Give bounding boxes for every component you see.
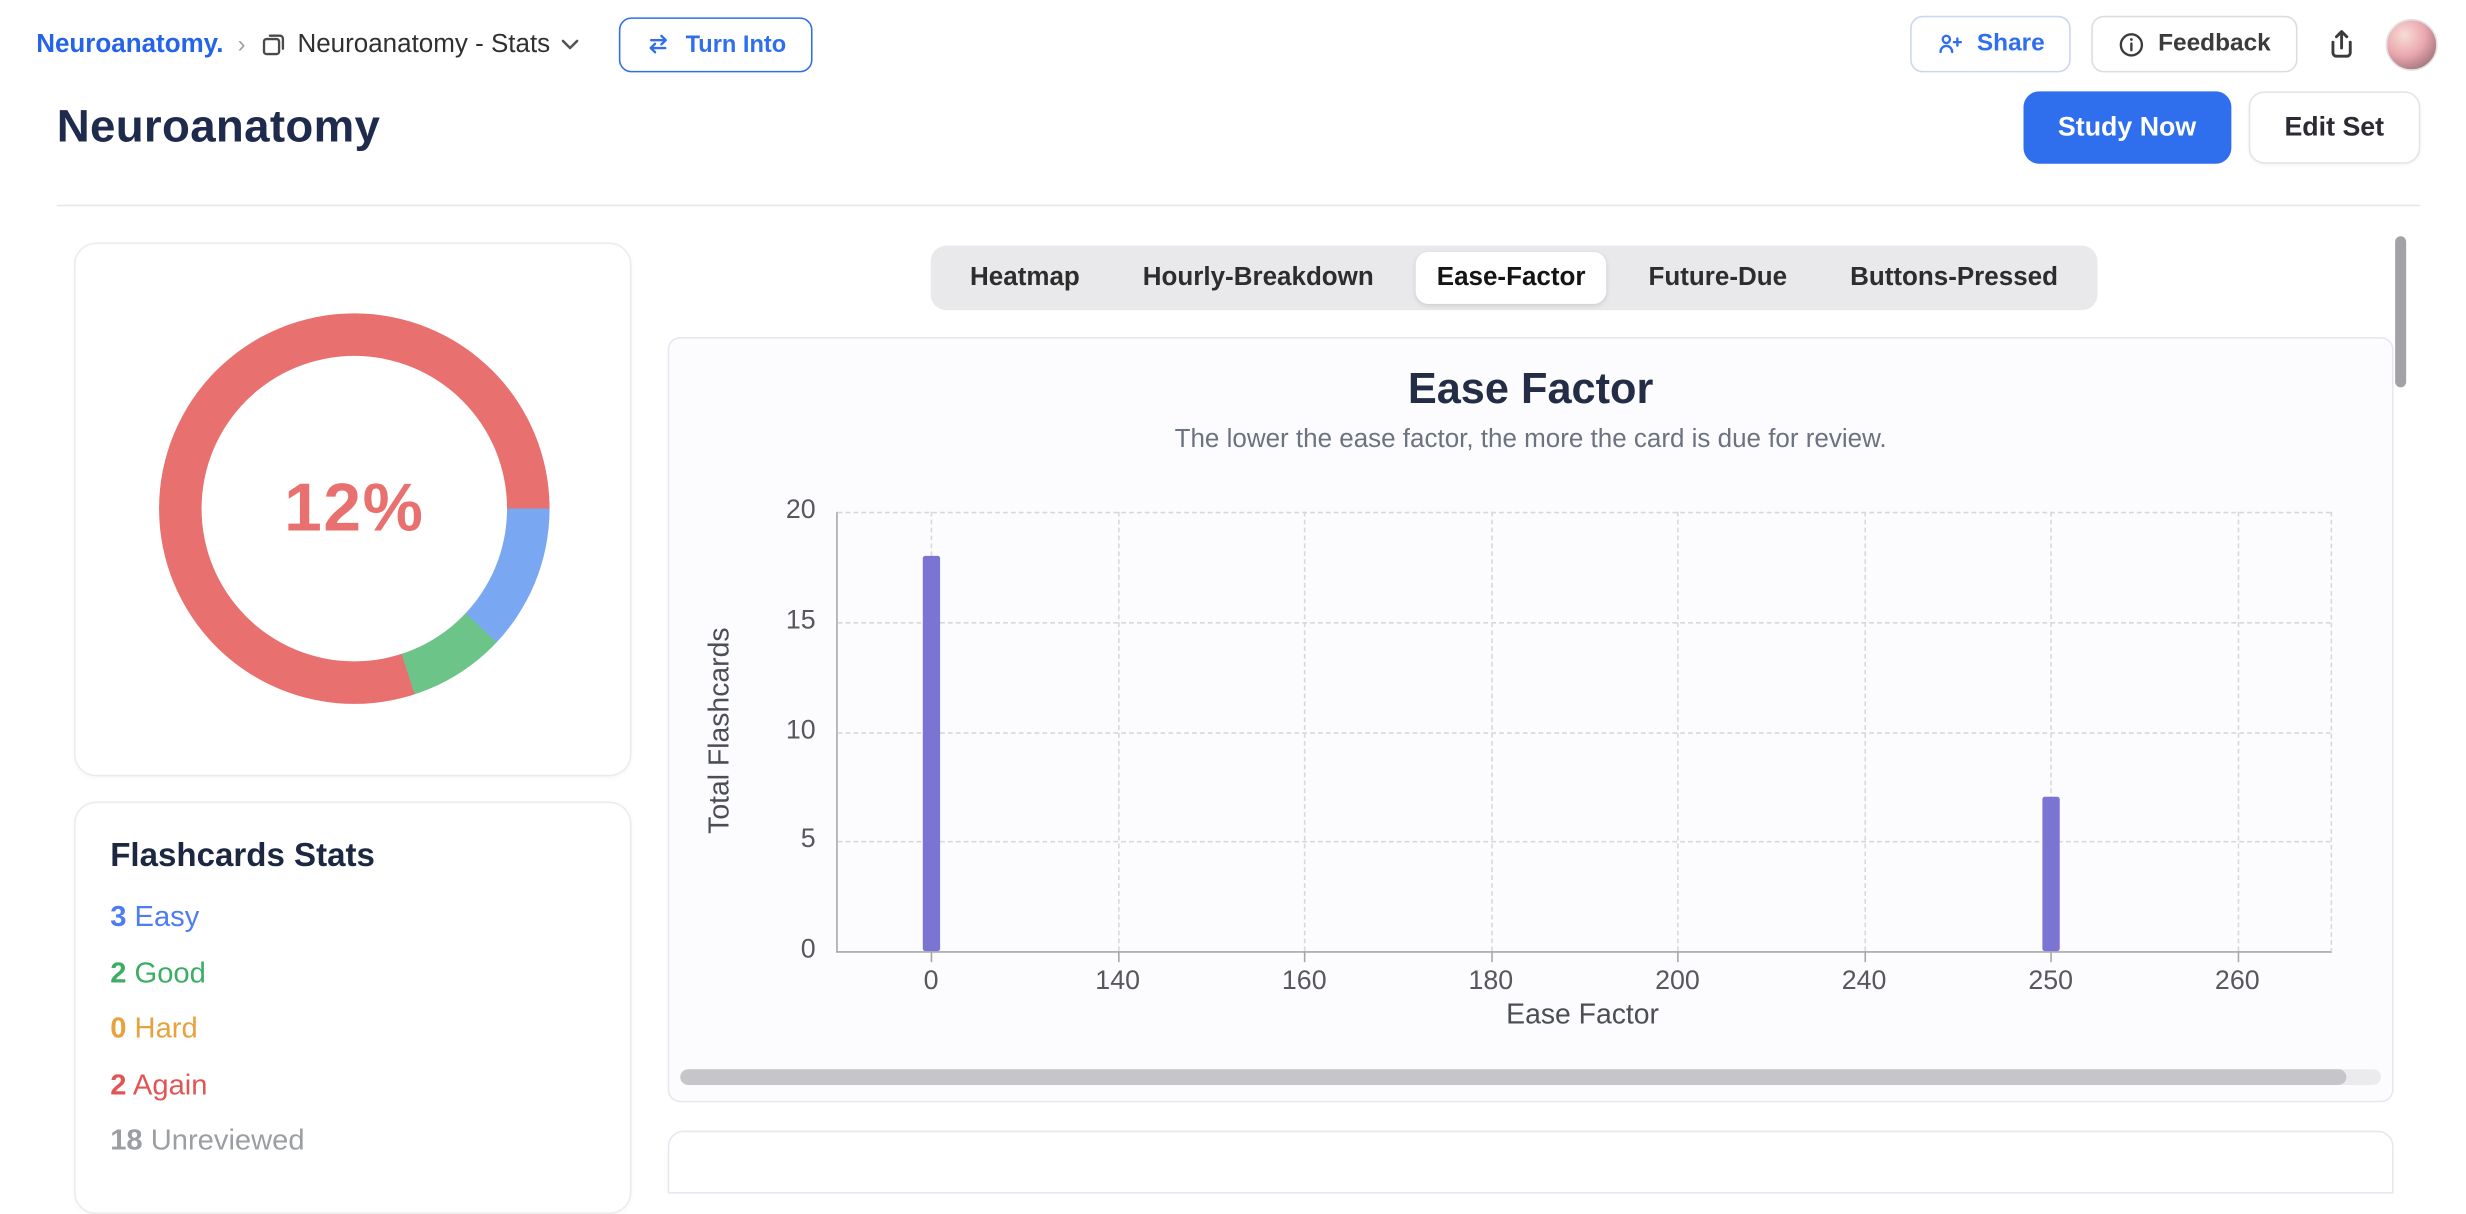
- feedback-button[interactable]: Feedback: [2091, 15, 2298, 73]
- divider: [56, 204, 2421, 207]
- stat-label: Again: [126, 1066, 208, 1100]
- x-tick-mark: [1490, 951, 1493, 963]
- stat-item-good: 2 Good: [110, 955, 595, 990]
- stat-item-unreviewed: 18 Unreviewed: [110, 1123, 595, 1158]
- info-circle-icon: [2120, 32, 2144, 56]
- tab-heatmap[interactable]: Heatmap: [950, 252, 1101, 304]
- progress-donut: 12%: [159, 313, 550, 704]
- breadcrumb-root-link[interactable]: Neuroanatomy.: [36, 29, 224, 58]
- top-bar: Neuroanatomy. › Neuroanatomy - Stats: [0, 0, 2466, 89]
- chart-card: Ease Factor The lower the ease factor, t…: [667, 336, 2394, 1103]
- flashcards-stats-list: 3 Easy 2 Good 0 Hard 2 Again 18 Unreviewed: [110, 899, 595, 1157]
- y-tick-label: 15: [785, 604, 816, 635]
- feedback-label: Feedback: [2158, 29, 2271, 57]
- gridline-v: [1117, 511, 1120, 952]
- chevron-down-icon: [562, 39, 580, 50]
- x-tick-label: 140: [1095, 965, 1140, 996]
- header-actions: Share Feedback: [1910, 15, 2438, 73]
- export-icon: [2331, 30, 2352, 58]
- x-tick-label: 160: [1281, 965, 1327, 996]
- stats-tabs: Heatmap Hourly-Breakdown Ease-Factor Future…: [930, 245, 2098, 311]
- gridline-v: [2237, 511, 2239, 952]
- bar-250: [2042, 797, 2060, 952]
- chart-subtitle: The lower the ease factor, the more the …: [1174, 425, 1887, 454]
- gridline-v: [2050, 511, 2053, 952]
- y-tick-label: 20: [785, 494, 816, 525]
- share-label: Share: [1976, 29, 2045, 57]
- study-now-button[interactable]: Study Now: [2023, 91, 2231, 164]
- gridline-h: [837, 621, 2331, 624]
- x-tick-mark: [2050, 951, 2053, 963]
- progress-donut-hole: 12%: [201, 355, 508, 662]
- breadcrumb-current-label: Neuroanatomy - Stats: [297, 29, 551, 58]
- stat-item-again: 2 Again: [110, 1067, 595, 1102]
- progress-card: 12%: [74, 242, 632, 777]
- y-tick-label: 10: [785, 714, 816, 745]
- gridline-h: [837, 841, 2331, 843]
- bar-0: [922, 555, 940, 952]
- vertical-scrollbar-thumb[interactable]: [2395, 236, 2407, 388]
- gridline-v: [1490, 511, 1493, 952]
- stat-count: 18: [110, 1122, 143, 1156]
- horizontal-scrollbar[interactable]: [680, 1069, 2381, 1085]
- repeat-icon: [650, 34, 668, 54]
- tab-hourly-breakdown[interactable]: Hourly-Breakdown: [1122, 252, 1394, 304]
- x-axis-label: Ease Factor: [1506, 998, 1659, 1030]
- stat-count: 0: [110, 1010, 127, 1045]
- x-tick-label: 250: [2028, 965, 2074, 996]
- x-tick-mark: [1864, 951, 1866, 963]
- turn-into-label: Turn Into: [685, 30, 787, 58]
- gridline-h: [837, 511, 2331, 514]
- tab-buttons-pressed[interactable]: Buttons-Pressed: [1830, 252, 2079, 304]
- title-actions: Study Now Edit Set: [2023, 91, 2421, 164]
- gridline-v: [1864, 511, 1866, 952]
- x-tick-mark: [1117, 951, 1120, 963]
- x-tick-mark: [2237, 951, 2239, 963]
- x-tick-mark: [931, 951, 933, 963]
- person-plus-icon: [1939, 34, 1963, 54]
- flashcards-stats-card: Flashcards Stats 3 Easy 2 Good 0 Hard 2 Aga…: [74, 801, 632, 1214]
- stat-item-easy: 3 Easy: [110, 899, 595, 934]
- chart-plot: 0 5 10 15 20 0 140 160 180 200 240 250 260: [786, 494, 2333, 995]
- page-title: Neuroanatomy: [56, 101, 381, 152]
- stat-label: Hard: [126, 1010, 198, 1045]
- flashcards-stats-title: Flashcards Stats: [110, 837, 375, 874]
- chevron-right-icon: ›: [237, 30, 246, 58]
- progress-percent: 12%: [284, 470, 425, 546]
- stat-item-hard: 0 Hard: [110, 1011, 595, 1046]
- stat-label: Easy: [126, 899, 200, 933]
- stat-count: 2: [110, 1066, 127, 1100]
- edit-set-button[interactable]: Edit Set: [2248, 91, 2421, 164]
- breadcrumb: Neuroanatomy. › Neuroanatomy - Stats: [36, 16, 813, 72]
- next-chart-card-partial: [667, 1130, 2394, 1194]
- x-tick-label: 240: [1841, 965, 1887, 996]
- y-tick-label: 5: [800, 823, 816, 854]
- y-tick-label: 0: [800, 933, 816, 964]
- x-tick-mark: [1677, 951, 1680, 963]
- gridline-v: [1677, 511, 1680, 952]
- stat-label: Unreviewed: [142, 1122, 305, 1156]
- turn-into-button[interactable]: Turn Into: [619, 16, 813, 72]
- x-tick-label: 260: [2214, 965, 2260, 996]
- avatar[interactable]: [2385, 18, 2438, 71]
- gridline-h: [837, 731, 2331, 734]
- stat-count: 3: [110, 899, 127, 933]
- x-tick-label: 0: [923, 965, 939, 996]
- tab-ease-factor[interactable]: Ease-Factor: [1416, 251, 1606, 304]
- chart-title: Ease Factor: [1407, 363, 1654, 413]
- stat-count: 2: [110, 955, 127, 989]
- x-tick-label: 180: [1468, 965, 1514, 996]
- horizontal-scrollbar-thumb[interactable]: [680, 1069, 2347, 1085]
- export-button[interactable]: [2318, 20, 2365, 67]
- deck-icon: [262, 33, 284, 55]
- gridline-v: [1304, 511, 1306, 952]
- tab-future-due[interactable]: Future-Due: [1628, 252, 1808, 304]
- breadcrumb-current[interactable]: Neuroanatomy - Stats: [260, 29, 580, 59]
- title-row: Neuroanatomy Study Now Edit Set: [56, 91, 2421, 164]
- stat-label: Good: [126, 955, 206, 989]
- x-tick-mark: [1304, 951, 1306, 963]
- x-tick-label: 200: [1655, 965, 1700, 996]
- share-button[interactable]: Share: [1910, 15, 2072, 73]
